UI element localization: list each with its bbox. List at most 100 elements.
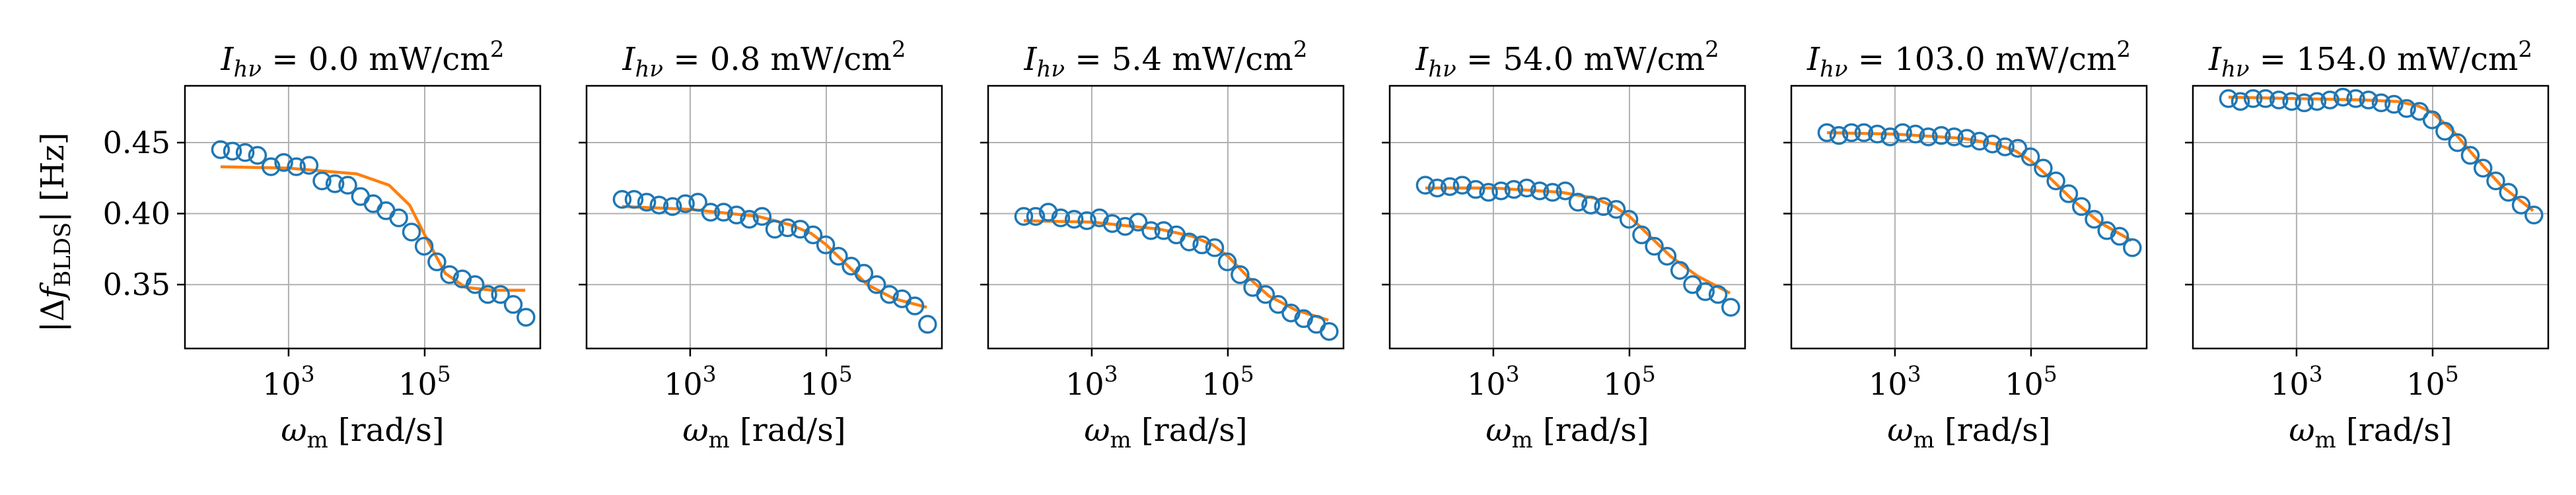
data-point	[517, 308, 536, 327]
data-point	[867, 275, 886, 294]
y-tick-label: 0.45	[103, 125, 170, 160]
data-point	[1945, 127, 1964, 147]
data-point	[2499, 183, 2518, 202]
data-point	[2282, 92, 2301, 111]
fit-line	[220, 165, 526, 292]
y-tick-label: 0.40	[103, 196, 170, 232]
data-point	[1829, 126, 1849, 145]
data-point	[1606, 199, 1626, 219]
x-tick-label: 103	[262, 361, 315, 402]
data-point	[2243, 89, 2263, 108]
data-point	[1320, 321, 1339, 341]
data-point	[2059, 184, 2079, 203]
data-point	[1051, 208, 1071, 228]
data-point	[2085, 209, 2104, 229]
x-axis-label: ωm [rad/s]	[2289, 412, 2452, 453]
data-point	[1696, 282, 1715, 302]
data-point	[727, 205, 746, 225]
data-point	[1102, 214, 1122, 233]
data-point	[2295, 93, 2314, 113]
data-point	[676, 194, 695, 213]
data-point	[1014, 207, 1034, 226]
data-point	[2448, 133, 2467, 152]
x-tick-label: 103	[664, 361, 717, 402]
data-point	[2219, 89, 2238, 108]
data-point	[1880, 127, 1900, 147]
data-point	[503, 295, 523, 314]
data-point	[1817, 123, 1837, 143]
axes-frame	[987, 84, 1345, 350]
data-point	[714, 203, 733, 222]
data-point	[649, 195, 669, 214]
axes-frame	[585, 84, 943, 350]
data-point	[478, 284, 497, 304]
data-point	[1192, 235, 1211, 255]
data-point	[223, 141, 242, 161]
data-point	[1619, 209, 1639, 229]
data-point	[338, 176, 357, 195]
data-point	[1466, 180, 1485, 199]
data-point	[612, 189, 632, 209]
panel-2: 103 105 Ihν = 0.8 mW/cm2 ωm [rad/s]	[579, 36, 943, 453]
data-point	[880, 284, 899, 304]
data-point	[2231, 92, 2250, 111]
data-point	[1919, 127, 1938, 147]
data-point	[905, 296, 925, 315]
data-point	[1670, 261, 1690, 280]
data-point	[2473, 158, 2493, 178]
panel-title: Ihν = 154.0 mW/cm2	[2208, 36, 2532, 82]
data-point	[662, 197, 682, 216]
data-point	[701, 203, 721, 222]
data-point	[211, 140, 231, 160]
data-point	[1721, 298, 1740, 317]
data-point	[1632, 225, 1651, 245]
x-axis-label: ωm [rad/s]	[682, 412, 845, 453]
y-axis-label: |ΔfBLDS| [Hz]	[34, 133, 76, 333]
x-tick-label: 103	[1467, 361, 1520, 402]
data-point	[803, 225, 823, 245]
data-point	[1568, 193, 1588, 212]
data-point	[1657, 246, 1677, 266]
data-point	[841, 256, 861, 276]
data-point	[1645, 236, 1664, 256]
data-point	[248, 146, 268, 165]
data-point	[816, 235, 836, 255]
data-point	[351, 187, 371, 207]
data-point	[1842, 123, 1861, 143]
data-point	[2422, 110, 2442, 129]
panel-title: Ihν = 0.0 mW/cm2	[221, 36, 505, 82]
data-point	[778, 218, 797, 238]
data-point	[1995, 137, 2015, 156]
data-point	[1064, 209, 1084, 229]
panel-6: 103 105 Ihν = 154.0 mW/cm2 ωm [rad/s]	[2185, 36, 2550, 453]
data-point	[1141, 221, 1161, 240]
data-point	[1867, 124, 1887, 144]
x-tick-label: 103	[1065, 361, 1118, 402]
x-axis-label: ωm [rad/s]	[1887, 412, 2050, 453]
data-point	[624, 189, 644, 209]
data-point	[1128, 213, 1148, 232]
y-tick-label: 0.35	[103, 267, 170, 302]
data-point	[1452, 176, 1472, 195]
data-point	[2046, 171, 2065, 191]
x-axis-label: ωm [rad/s]	[281, 412, 444, 453]
data-point	[2008, 139, 2028, 158]
data-point	[2511, 195, 2531, 214]
data-point	[918, 315, 937, 334]
data-point	[261, 157, 281, 176]
data-point	[465, 275, 485, 294]
fit-line	[1826, 131, 2133, 242]
panel-5: 103 105 Ihν = 103.0 mW/cm2 ωm [rad/s]	[1783, 36, 2148, 453]
x-tick-label: 105	[800, 361, 853, 402]
data-point	[2346, 89, 2365, 108]
data-point	[2410, 102, 2429, 121]
data-point	[1491, 181, 1511, 201]
x-tick-label: 105	[2005, 361, 2057, 402]
x-tick-label: 103	[2270, 361, 2323, 402]
data-point	[2486, 171, 2505, 191]
panel-title: Ihν = 54.0 mW/cm2	[1415, 36, 1719, 82]
data-point	[1517, 178, 1536, 198]
data-point	[2320, 90, 2340, 110]
x-tick-label: 105	[1201, 361, 1254, 402]
data-point	[1116, 216, 1135, 236]
